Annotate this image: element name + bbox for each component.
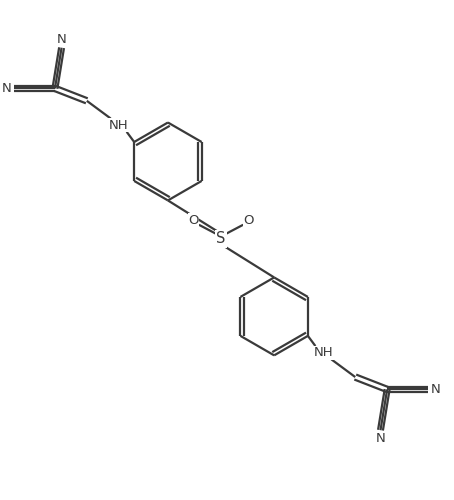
Text: N: N [431, 383, 441, 396]
Text: NH: NH [109, 118, 128, 132]
Text: O: O [243, 214, 254, 227]
Text: S: S [217, 232, 226, 246]
Text: N: N [57, 33, 66, 46]
Text: N: N [375, 432, 385, 444]
Text: NH: NH [314, 346, 333, 359]
Text: N: N [1, 82, 11, 95]
Text: O: O [188, 214, 199, 227]
